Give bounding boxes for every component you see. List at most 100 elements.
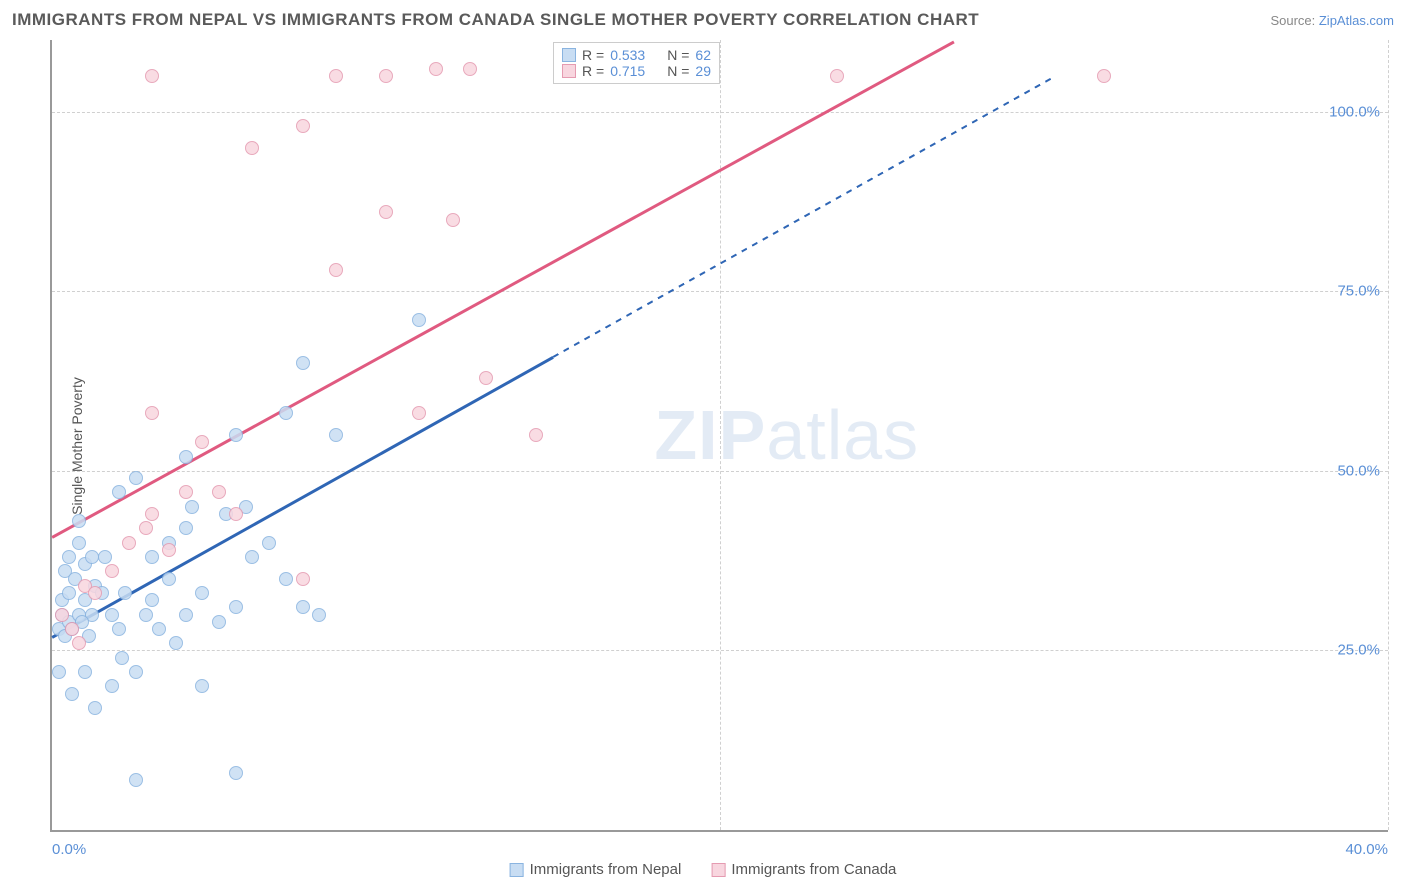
data-point (122, 536, 136, 550)
data-point (179, 450, 193, 464)
data-point (88, 586, 102, 600)
legend-n-label: N = (667, 47, 689, 63)
data-point (118, 586, 132, 600)
data-point (296, 119, 310, 133)
data-point (245, 550, 259, 564)
data-point (88, 701, 102, 715)
data-point (212, 485, 226, 499)
data-point (112, 485, 126, 499)
legend-swatch (562, 48, 576, 62)
data-point (145, 507, 159, 521)
legend-n-label: N = (667, 63, 689, 79)
watermark: ZIPatlas (654, 395, 919, 475)
data-point (62, 586, 76, 600)
legend-swatch-nepal (510, 863, 524, 877)
scatter-plot: ZIPatlas 25.0%50.0%75.0%100.0%0.0%40.0%R… (50, 40, 1388, 832)
y-tick-label: 75.0% (1337, 283, 1380, 300)
data-point (139, 608, 153, 622)
data-point (229, 507, 243, 521)
legend-label-canada: Immigrants from Canada (731, 861, 896, 878)
data-point (529, 428, 543, 442)
data-point (379, 69, 393, 83)
data-point (105, 564, 119, 578)
legend-top: R = 0.533 N = 62 R = 0.715 N = 29 (553, 42, 720, 84)
data-point (145, 593, 159, 607)
data-point (179, 485, 193, 499)
y-tick-label: 25.0% (1337, 642, 1380, 659)
data-point (65, 622, 79, 636)
data-point (72, 536, 86, 550)
data-point (429, 62, 443, 76)
legend-r-value: 0.715 (610, 63, 645, 79)
data-point (229, 766, 243, 780)
data-point (329, 69, 343, 83)
data-point (185, 500, 199, 514)
legend-n-value: 29 (695, 63, 711, 79)
source-attribution: Source: ZipAtlas.com (1270, 13, 1394, 28)
data-point (262, 536, 276, 550)
data-point (279, 572, 293, 586)
data-point (179, 521, 193, 535)
data-point (379, 205, 393, 219)
data-point (195, 679, 209, 693)
data-point (112, 622, 126, 636)
data-point (52, 665, 66, 679)
source-link[interactable]: ZipAtlas.com (1319, 13, 1394, 28)
data-point (129, 665, 143, 679)
data-point (162, 543, 176, 557)
gridline-v (1388, 40, 1389, 830)
data-point (65, 687, 79, 701)
data-point (279, 406, 293, 420)
y-tick-label: 50.0% (1337, 462, 1380, 479)
data-point (179, 608, 193, 622)
legend-r-label: R = (582, 47, 604, 63)
data-point (329, 428, 343, 442)
data-point (296, 356, 310, 370)
data-point (129, 773, 143, 787)
data-point (463, 62, 477, 76)
x-tick-label: 40.0% (1345, 841, 1388, 858)
data-point (105, 608, 119, 622)
legend-swatch-canada (711, 863, 725, 877)
data-point (412, 406, 426, 420)
data-point (245, 141, 259, 155)
data-point (169, 636, 183, 650)
data-point (412, 313, 426, 327)
legend-swatch (562, 64, 576, 78)
data-point (195, 435, 209, 449)
data-point (830, 69, 844, 83)
data-point (296, 572, 310, 586)
data-point (129, 471, 143, 485)
data-point (115, 651, 129, 665)
gridline-v (720, 40, 721, 830)
legend-r-value: 0.533 (610, 47, 645, 63)
legend-row: R = 0.533 N = 62 (562, 47, 711, 63)
page-title: IMMIGRANTS FROM NEPAL VS IMMIGRANTS FROM… (12, 10, 979, 30)
data-point (195, 586, 209, 600)
legend-row: R = 0.715 N = 29 (562, 63, 711, 79)
data-point (145, 550, 159, 564)
data-point (212, 615, 226, 629)
data-point (72, 636, 86, 650)
data-point (139, 521, 153, 535)
data-point (145, 69, 159, 83)
y-tick-label: 100.0% (1329, 103, 1380, 120)
data-point (446, 213, 460, 227)
legend-label-nepal: Immigrants from Nepal (530, 861, 682, 878)
data-point (296, 600, 310, 614)
data-point (1097, 69, 1111, 83)
data-point (152, 622, 166, 636)
data-point (72, 514, 86, 528)
data-point (55, 608, 69, 622)
legend-r-label: R = (582, 63, 604, 79)
data-point (105, 679, 119, 693)
source-prefix: Source: (1270, 13, 1318, 28)
x-tick-label: 0.0% (52, 841, 86, 858)
data-point (229, 600, 243, 614)
data-point (479, 371, 493, 385)
legend-item-nepal: Immigrants from Nepal (510, 861, 682, 878)
legend-n-value: 62 (695, 47, 711, 63)
data-point (145, 406, 159, 420)
trend-line (553, 76, 1055, 357)
data-point (162, 572, 176, 586)
